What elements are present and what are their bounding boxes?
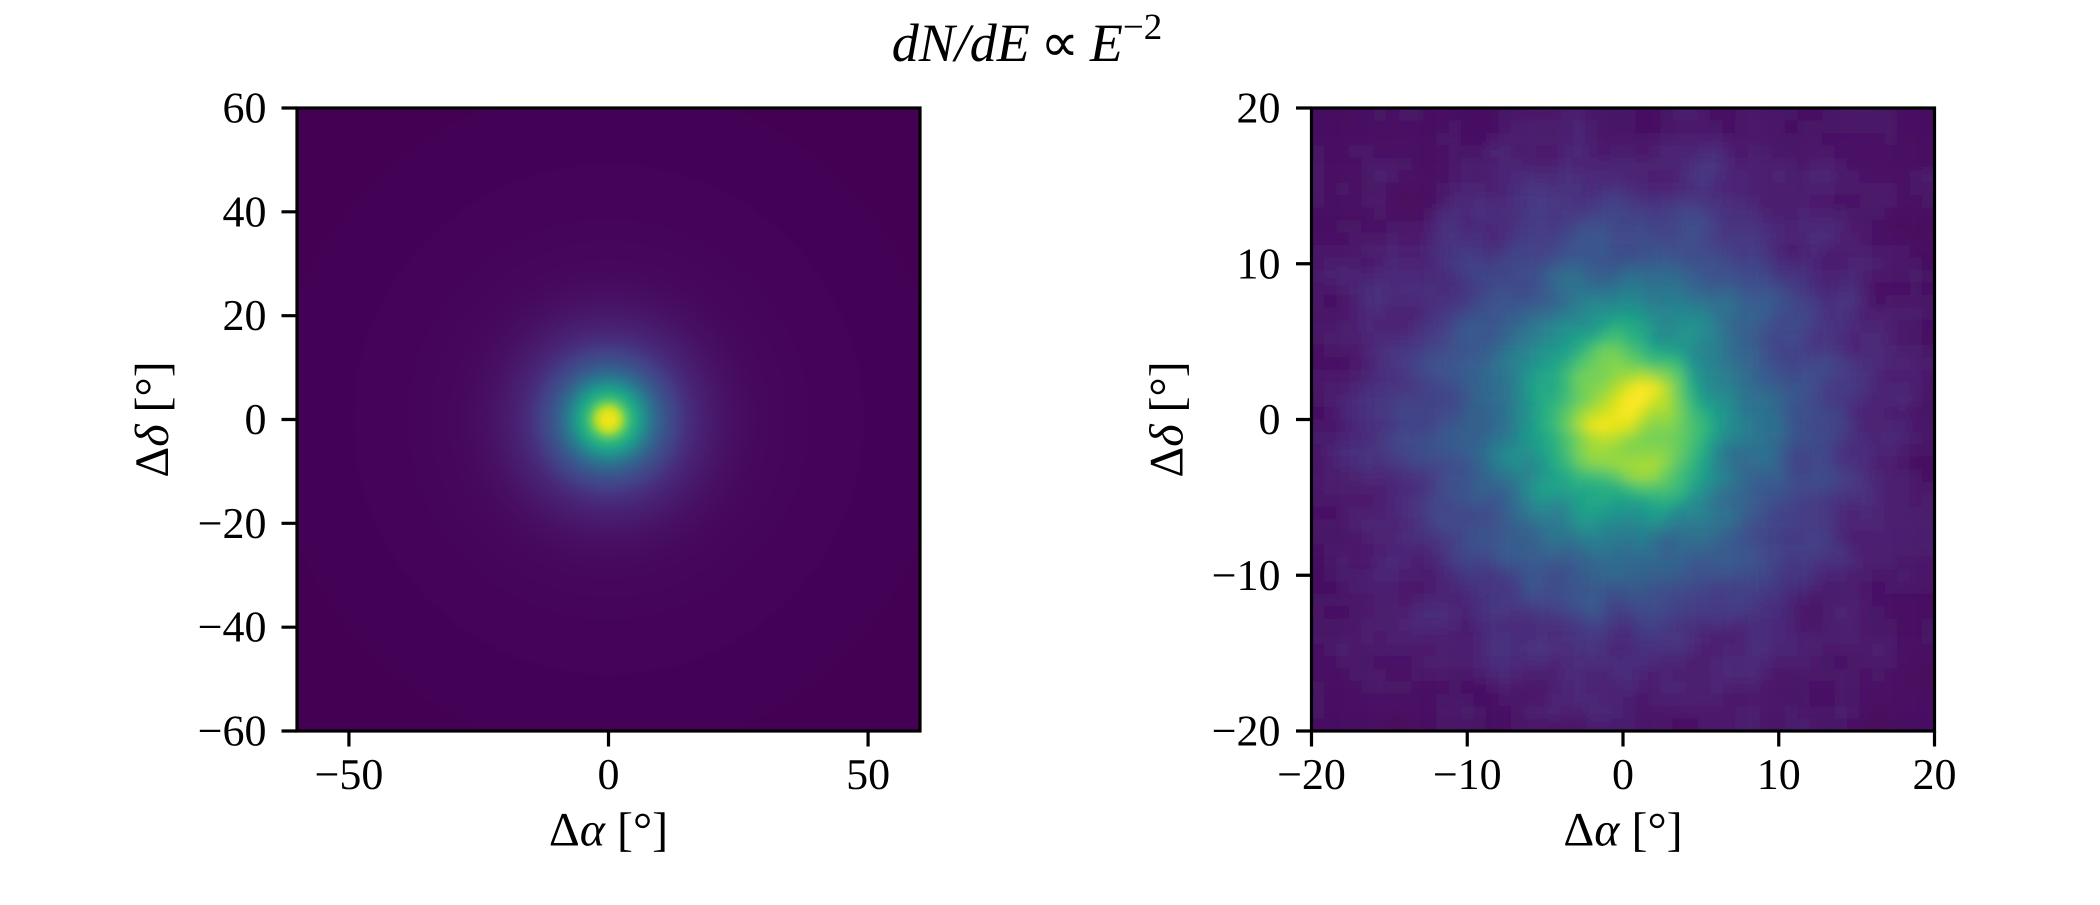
svg-text:Δδ [°]: Δδ [°] — [1140, 361, 1193, 477]
svg-text:0: 0 — [1259, 395, 1281, 444]
svg-text:−60: −60 — [198, 707, 267, 756]
svg-text:0: 0 — [245, 395, 267, 444]
svg-text:0: 0 — [598, 750, 620, 799]
svg-text:Δα [°]: Δα [°] — [1563, 804, 1682, 857]
svg-text:−10: −10 — [1212, 551, 1281, 600]
svg-text:20: 20 — [223, 291, 267, 340]
svg-text:dN/dE ∝ E−2: dN/dE ∝ E−2 — [892, 7, 1163, 73]
svg-text:Δα [°]: Δα [°] — [549, 804, 668, 857]
svg-text:20: 20 — [1913, 750, 1957, 799]
svg-text:20: 20 — [1237, 84, 1281, 133]
svg-text:−50: −50 — [315, 750, 384, 799]
svg-text:−20: −20 — [1212, 707, 1281, 756]
svg-text:0: 0 — [1612, 750, 1634, 799]
svg-text:Δδ [°]: Δδ [°] — [126, 361, 179, 477]
svg-text:−20: −20 — [198, 499, 267, 548]
svg-text:10: 10 — [1237, 239, 1281, 288]
svg-text:60: 60 — [223, 84, 267, 133]
svg-text:10: 10 — [1757, 750, 1801, 799]
svg-text:−40: −40 — [198, 603, 267, 652]
svg-text:−10: −10 — [1433, 750, 1502, 799]
svg-text:−20: −20 — [1277, 750, 1346, 799]
svg-text:50: 50 — [846, 750, 890, 799]
svg-text:40: 40 — [223, 187, 267, 236]
